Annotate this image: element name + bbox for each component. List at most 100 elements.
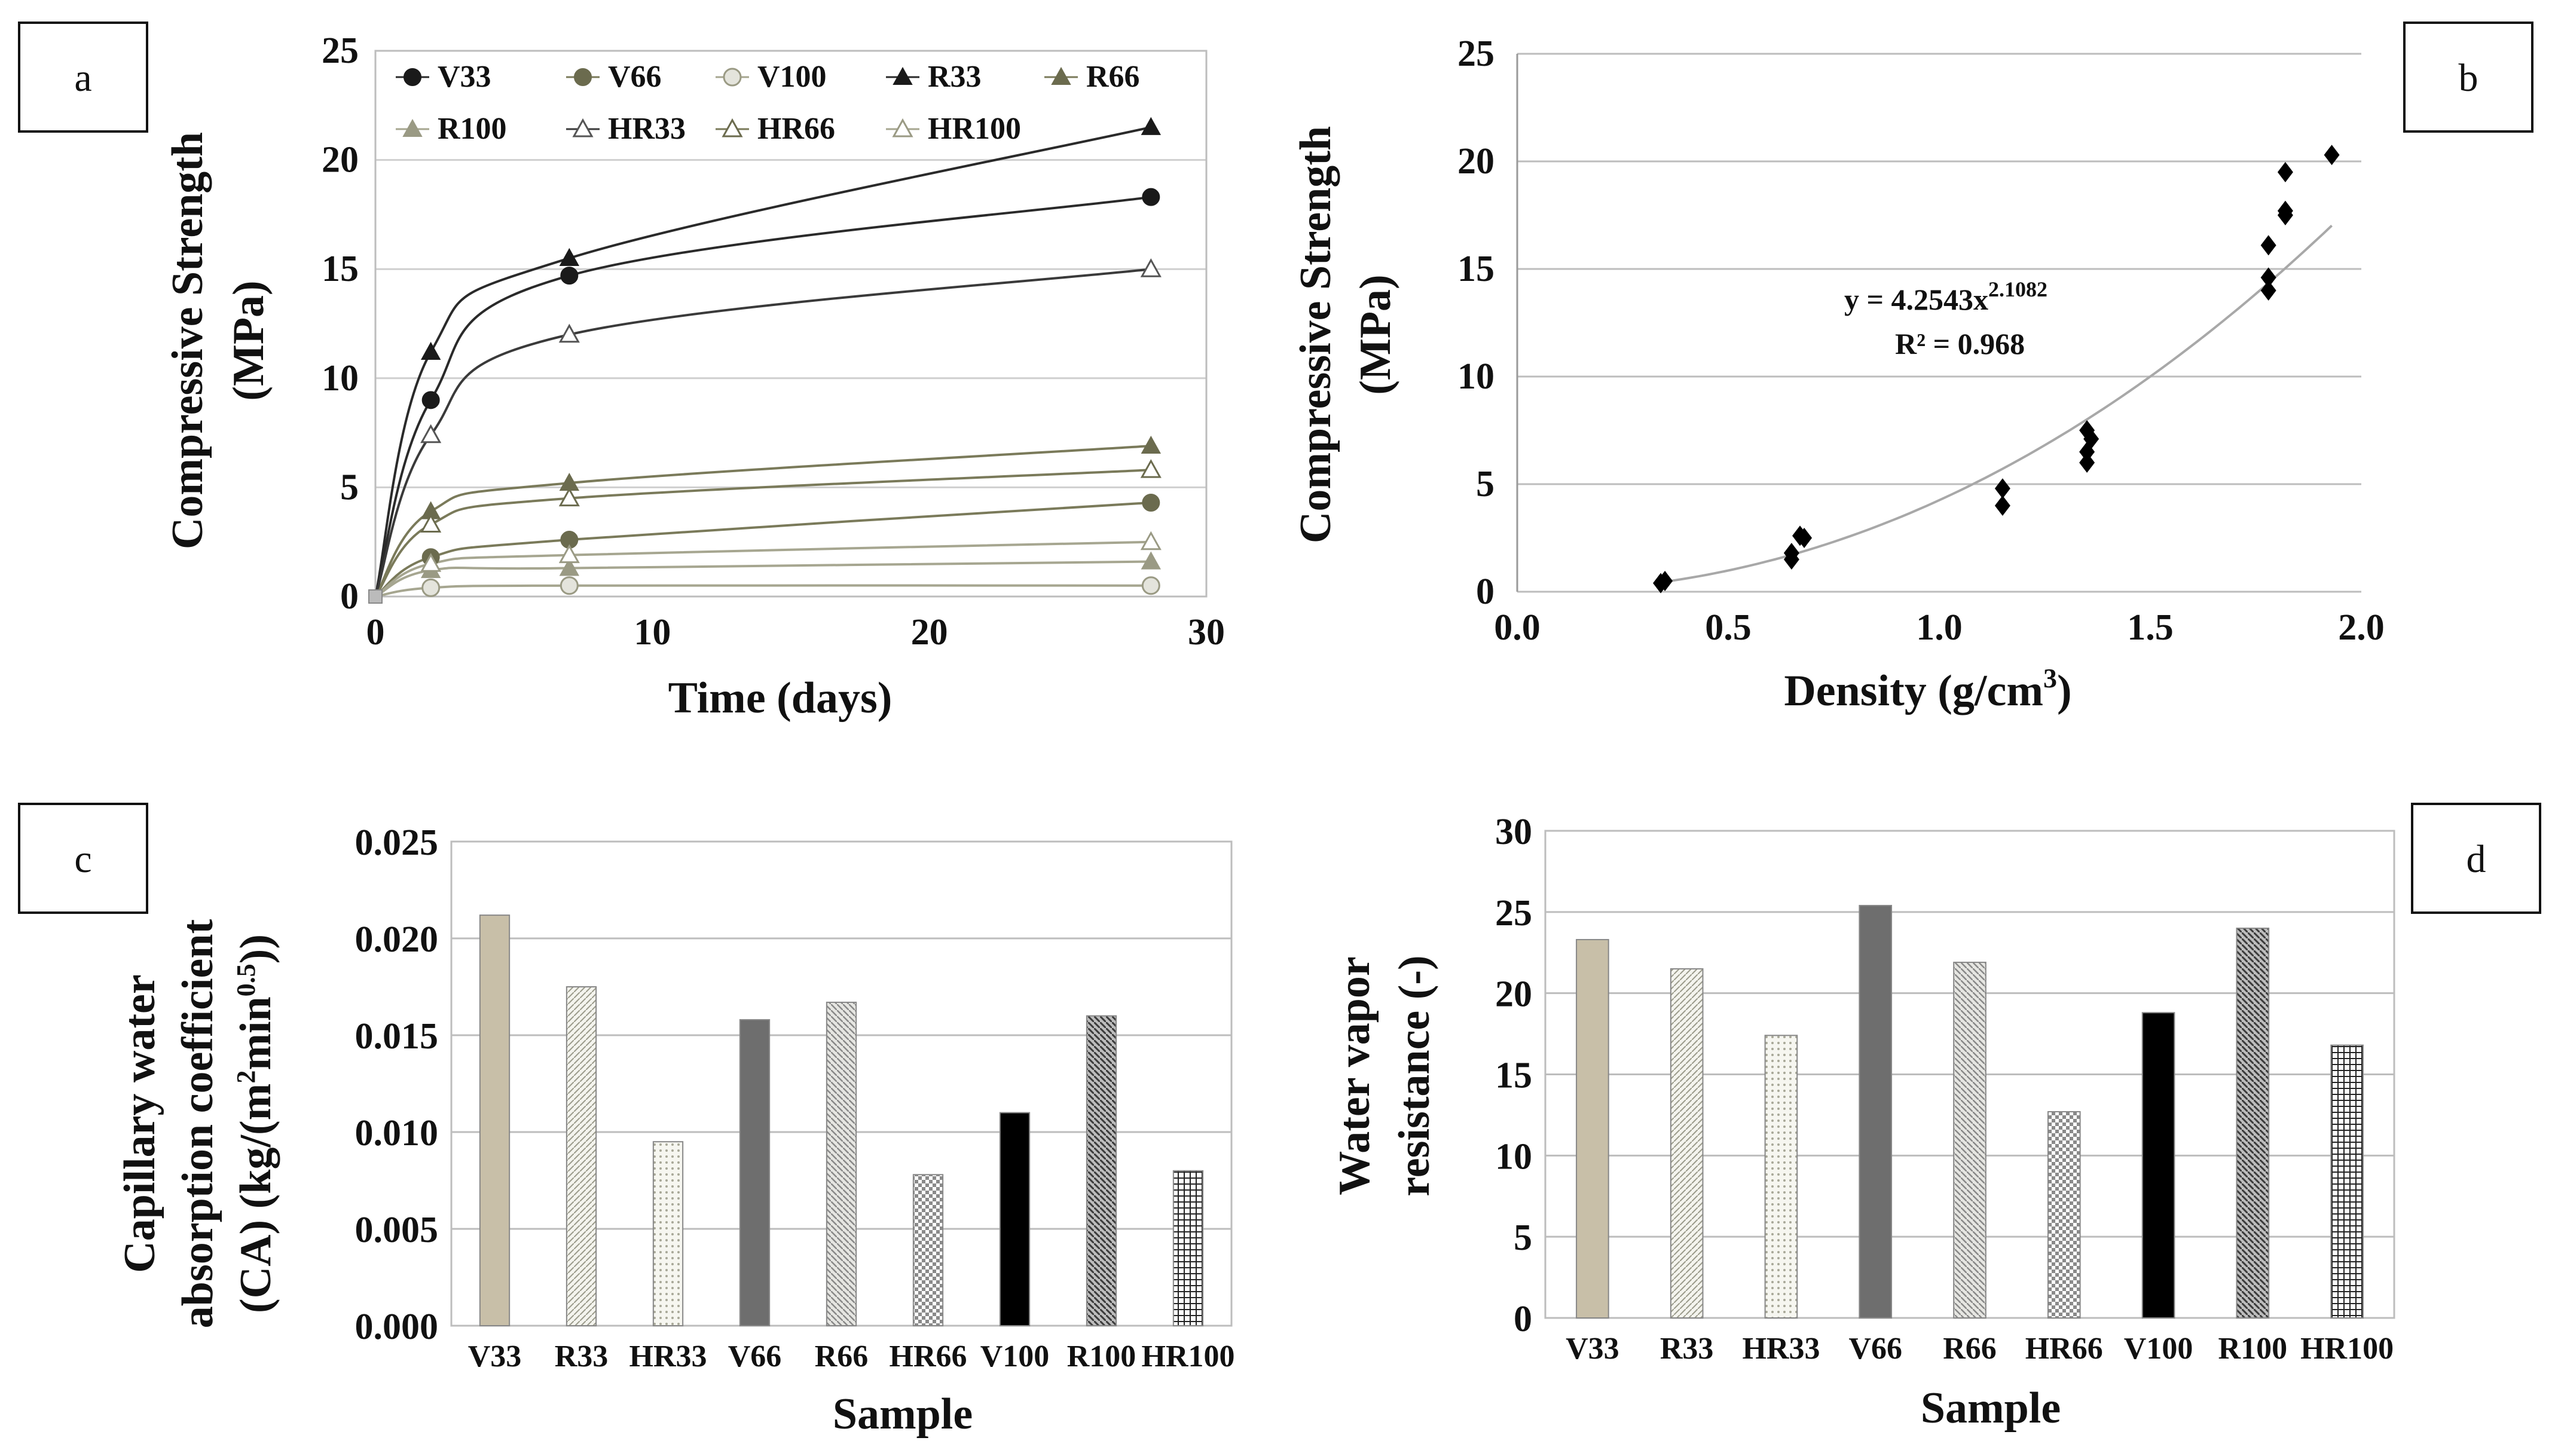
- panel-a-point-v100: [560, 576, 579, 595]
- panel-a-legend-label: V100: [757, 60, 827, 94]
- panel-d-x-tick-label: R33: [1660, 1332, 1714, 1366]
- panel-a-point-hr66: [420, 513, 442, 533]
- panel-d-y-axis-label-line2: resistance (-): [1390, 955, 1439, 1196]
- panel-d-bar-v100: [2141, 1012, 2175, 1319]
- panel-b-x-tick-label: 2.0: [2338, 607, 2385, 648]
- panel-a-point-r33: [559, 247, 580, 266]
- panel-b-data-point: [1994, 478, 2010, 499]
- panel-b-data-point: [2260, 280, 2276, 301]
- panel-a-x-ticks: 0 10 20 30: [366, 612, 1225, 653]
- panel-c-x-tick-label: V33: [468, 1339, 522, 1374]
- panel-a-legend-label: HR100: [928, 112, 1021, 146]
- panel-a-point-v33: [1142, 188, 1160, 206]
- panel-a-x-tick-label: 20: [911, 612, 948, 653]
- panel-c-x-tick-label: HR66: [890, 1339, 967, 1374]
- panel-a-series-lines: [374, 126, 1151, 598]
- panel-a-legend-item-r66: R66: [1044, 60, 1140, 94]
- panel-a-markers: [368, 117, 1162, 604]
- panel-label-d: d: [2411, 803, 2541, 914]
- panel-b-r-squared: R² = 0.968: [1895, 327, 2025, 360]
- panel-c-x-tick-label: R66: [815, 1339, 869, 1374]
- panel-d-y-axis-label-line1: Water vapor: [1330, 956, 1379, 1195]
- panel-b-y-tick-label: 0: [1476, 571, 1495, 612]
- panel-b-equation-prefix: y = 4.2543x: [1844, 283, 1988, 316]
- panel-a-legend-marker: [722, 118, 743, 137]
- panel-a-point-r100: [559, 558, 580, 576]
- panel-a-line-v33: [374, 195, 1151, 597]
- panel-label-a: a: [18, 22, 148, 133]
- panel-a-legend-marker: [1051, 66, 1071, 85]
- panel-b-equation: y = 4.2543x2.1082: [1844, 277, 2047, 316]
- panel-a-point-v66: [1142, 493, 1160, 512]
- panel-a-legend-item-v33: V33: [396, 60, 491, 94]
- panel-d-x-tick-label: V100: [2124, 1332, 2193, 1366]
- panel-c-bar-v66: [739, 1019, 771, 1326]
- panel-b-data-point: [1994, 495, 2010, 516]
- panel-a-line-r33: [374, 126, 1151, 597]
- panel-d-y-tick-label: 25: [1495, 893, 1532, 934]
- panel-d-bars: [1576, 904, 2364, 1319]
- panel-b-x-tick-label: 0.5: [1705, 607, 1752, 648]
- panel-b-data-point: [2079, 452, 2095, 473]
- panel-label-d-text: d: [2467, 837, 2486, 881]
- panel-d-x-tick-label: V66: [1848, 1332, 1902, 1366]
- panel-c-bar-hr33: [652, 1141, 684, 1326]
- panel-a-legend-label: HR66: [757, 112, 835, 146]
- panel-c-bar-v33: [479, 914, 511, 1326]
- panel-a-line-r100: [375, 560, 1151, 598]
- panel-a-legend-label: HR33: [608, 112, 686, 146]
- panel-c-bars: [479, 914, 1204, 1327]
- panel-a-legend-marker: [572, 118, 594, 137]
- panel-b-x-axis-label-end: ): [2057, 666, 2072, 715]
- panel-b-data-point: [2277, 200, 2293, 221]
- panel-d-x-tick-label: R100: [2218, 1332, 2288, 1366]
- panel-a-line-hr66: [374, 469, 1151, 598]
- panel-a-plot-frame: [374, 50, 1208, 598]
- panel-a-point-hr100: [420, 553, 442, 572]
- panel-c-y-axis-label-units-c: )): [231, 934, 280, 963]
- panel-b-x-axis-label-main: Density (g/cm: [1784, 666, 2043, 715]
- panel-d-x-tick-label: HR100: [2300, 1332, 2394, 1366]
- panel-a-legend-item-hr66: HR66: [716, 112, 835, 146]
- panel-d-bar-hr100: [2330, 1044, 2364, 1319]
- panel-a-x-tick-label: 0: [366, 612, 385, 653]
- panel-c-x-ticks: V33 R33 HR33 V66 R66 HR66 V100 R100 HR100: [468, 1339, 1235, 1374]
- panel-b-data-point: [1657, 571, 1673, 591]
- panel-d-y-tick-label: 15: [1495, 1056, 1532, 1096]
- panel-a-point-r33: [420, 341, 441, 360]
- panel-a-line-chart: 0 5 10 15 20 25 0 10 20 30 V33 V66 V100 R33 R66 R100 H…: [163, 30, 1225, 723]
- panel-a-legend-label: R33: [928, 60, 982, 94]
- panel-c-y-axis-label-units-a: (CA) (kg/(m: [231, 1084, 280, 1313]
- panel-a-point-hr100: [1140, 531, 1162, 550]
- panel-a-legend-item-v100: V100: [716, 60, 827, 94]
- panel-a-y-axis-label-line2: (MPa): [224, 280, 273, 400]
- panel-a-y-tick-label: 20: [322, 140, 359, 181]
- panel-c-bar-r33: [566, 986, 597, 1326]
- panel-c-bar-r66: [826, 1001, 857, 1327]
- panel-a-y-tick-label: 10: [322, 358, 359, 399]
- panel-a-line-hr33: [374, 268, 1151, 597]
- panel-a-legend-item-r100: R100: [396, 112, 507, 146]
- panel-d-x-tick-label: HR33: [1742, 1332, 1820, 1366]
- panel-b-scatter-chart: 0 5 10 15 20 25 0.0 0.5 1.0 1.5 2.0 y = 4.2543x2.…: [1291, 33, 2385, 715]
- panel-label-b-text: b: [2459, 56, 2478, 100]
- panel-b-x-ticks: 0.0 0.5 1.0 1.5 2.0: [1494, 607, 2385, 648]
- panel-d-bar-hr66: [2047, 1111, 2081, 1319]
- panel-a-point-hr33: [420, 424, 442, 443]
- panel-b-data-point: [2260, 267, 2276, 288]
- panel-label-c-text: c: [74, 837, 91, 881]
- panel-c-x-tick-label: HR33: [629, 1339, 707, 1374]
- panel-d-bar-hr33: [1764, 1035, 1798, 1319]
- panel-c-x-tick-label: R33: [555, 1339, 609, 1374]
- panel-b-x-tick-label: 1.5: [2127, 607, 2174, 648]
- panel-b-y-axis-label-line2: (MPa): [1351, 274, 1400, 394]
- panel-b-data-point: [1796, 528, 1813, 548]
- panel-d-bar-r33: [1670, 968, 1704, 1319]
- panel-d-bar-v66: [1859, 904, 1893, 1319]
- panel-a-legend-label: V66: [608, 60, 662, 94]
- panel-c-bar-chart: 0.000 0.005 0.010 0.015 0.020 0.025 V33 R33 HR3…: [115, 822, 1235, 1439]
- panel-b-x-tick-label: 1.0: [1916, 607, 1963, 648]
- panel-a-y-axis-label-line1: Compressive Strength: [163, 132, 212, 549]
- panel-a-x-tick-label: 10: [634, 612, 671, 653]
- panel-b-points: [1653, 145, 2340, 594]
